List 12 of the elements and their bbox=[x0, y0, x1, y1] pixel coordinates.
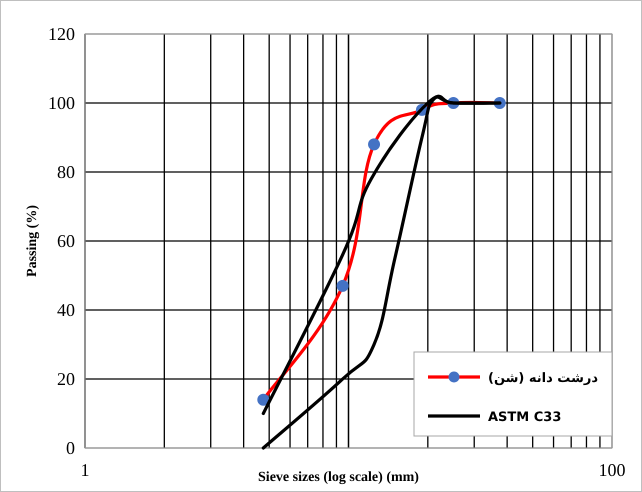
y-tick-label: 20 bbox=[57, 369, 75, 389]
x-tick-label: 1 bbox=[80, 460, 90, 480]
y-axis-title: Passing (%) bbox=[25, 204, 40, 277]
y-tick-label: 80 bbox=[57, 162, 75, 182]
y-tick-label: 120 bbox=[48, 24, 75, 44]
x-axis-title: Sieve sizes (log scale) (mm) bbox=[258, 470, 420, 485]
y-tick-label: 0 bbox=[66, 438, 75, 458]
y-tick-label: 60 bbox=[57, 231, 75, 251]
y-tick-label: 40 bbox=[57, 300, 75, 320]
legend-label: درشت دانه (شن) bbox=[488, 371, 598, 386]
y-tick-label: 100 bbox=[48, 93, 75, 113]
legend-label: ASTM C33 bbox=[488, 410, 562, 425]
